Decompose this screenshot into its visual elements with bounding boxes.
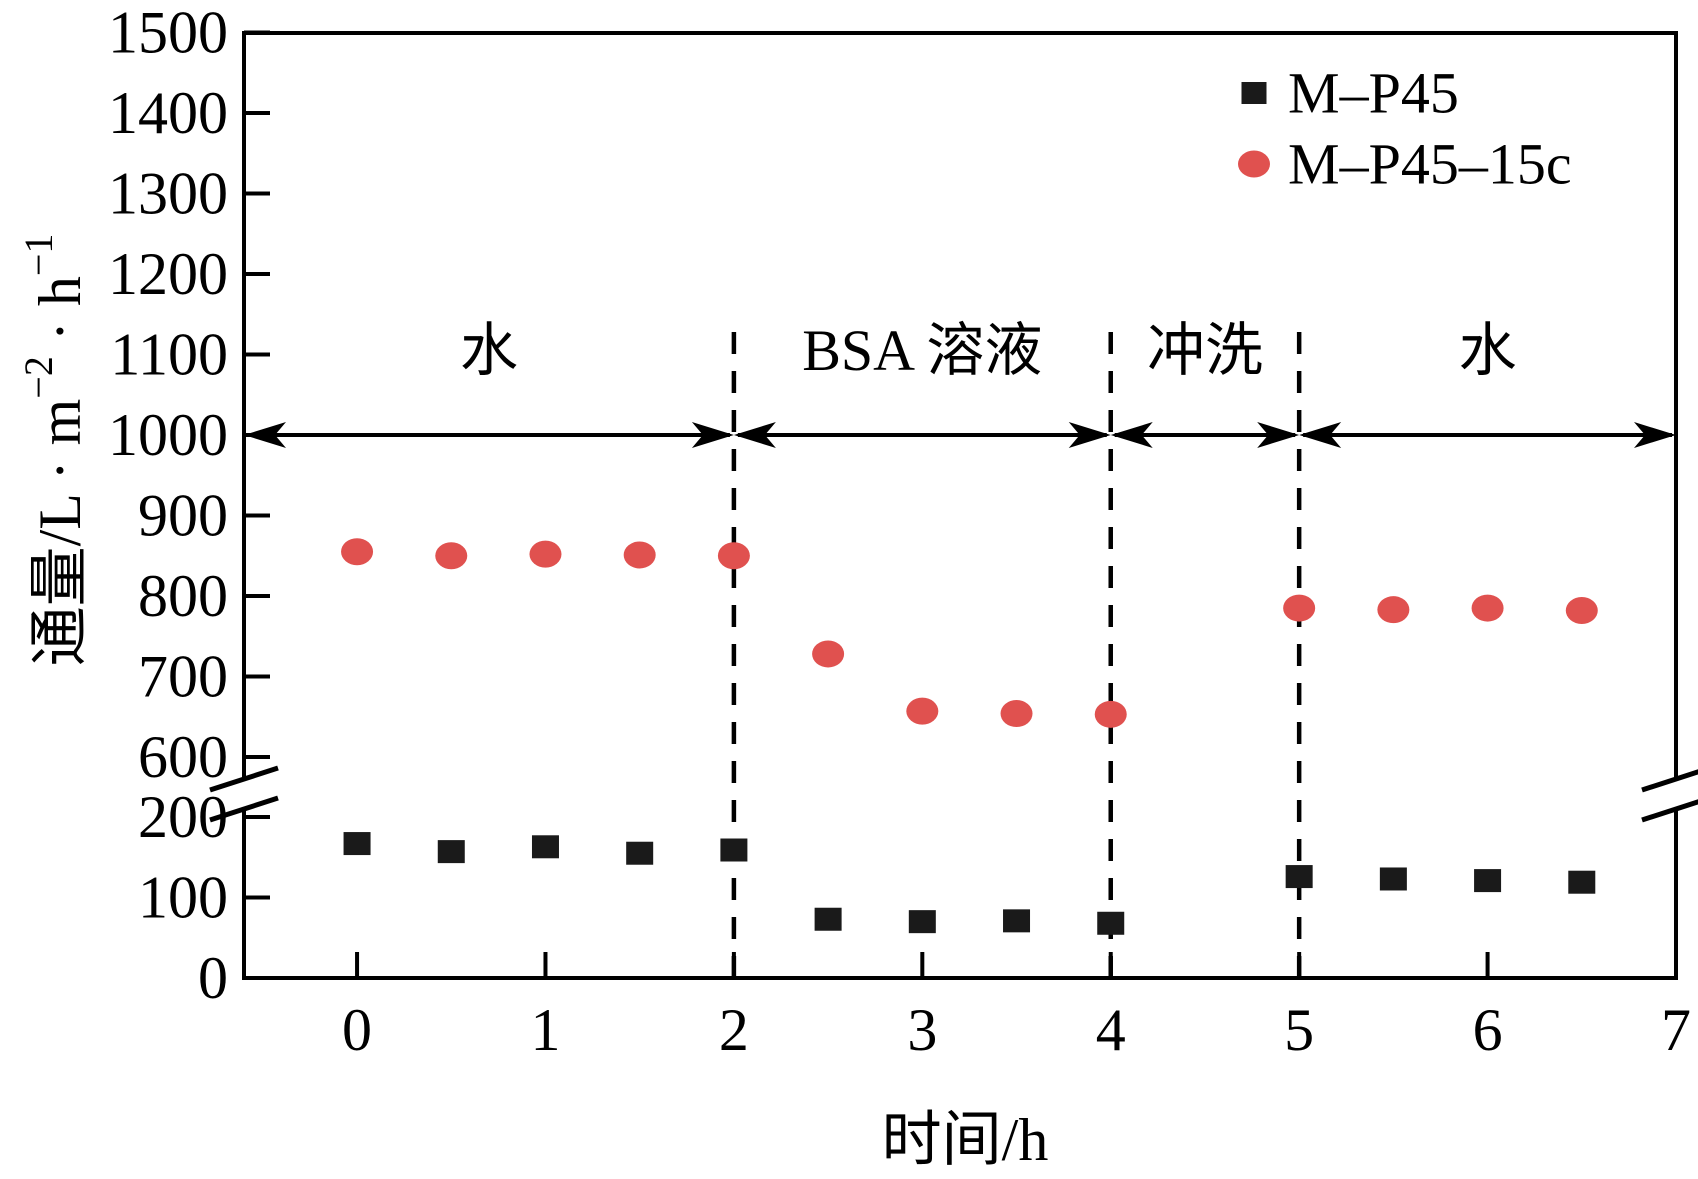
- phase-label: 水: [460, 318, 518, 383]
- legend-marker-square: [1241, 82, 1267, 104]
- y-tick-label: 1000: [108, 402, 228, 468]
- arrow-head: [1299, 422, 1342, 448]
- data-point-square: [1003, 909, 1031, 933]
- data-point-circle: [1000, 700, 1033, 728]
- data-point-square: [814, 907, 842, 931]
- y-tick-label: 1500: [108, 0, 228, 66]
- phase-label: 冲洗: [1147, 318, 1263, 383]
- data-point-circle: [812, 640, 845, 668]
- x-tick-label: 5: [1284, 997, 1314, 1063]
- y-tick-label: 1400: [108, 80, 228, 146]
- data-point-circle: [1565, 596, 1598, 624]
- axis-break-mask: [1642, 771, 1698, 820]
- y-tick-label: 700: [138, 644, 228, 710]
- y-tick-label: 600: [138, 724, 228, 790]
- data-point-circle: [435, 542, 468, 570]
- y-tick-label: 800: [138, 563, 228, 629]
- data-point-square: [531, 835, 559, 859]
- data-point-square: [437, 840, 465, 864]
- y-tick-label: 0: [198, 945, 228, 1011]
- y-tick-label: 900: [138, 483, 228, 549]
- arrow-head: [733, 422, 776, 448]
- axis-break-slash: [209, 765, 279, 793]
- arrow-head: [1634, 422, 1676, 448]
- x-tick-label: 4: [1096, 997, 1126, 1063]
- data-point-square: [343, 832, 371, 856]
- axis-break-slash: [1641, 799, 1698, 823]
- x-tick-label: 2: [719, 997, 749, 1063]
- arrow-head: [1110, 422, 1153, 448]
- data-point-circle: [1471, 594, 1504, 622]
- data-point-circle: [341, 538, 374, 566]
- arrow-head: [1068, 422, 1111, 448]
- plot-border: [242, 31, 1678, 980]
- axis-break-slash: [209, 795, 279, 823]
- data-point-square: [908, 910, 936, 934]
- x-tick-label: 6: [1473, 997, 1503, 1063]
- x-tick-label: 7: [1661, 997, 1691, 1063]
- data-point-square: [720, 838, 748, 862]
- data-point-circle: [1094, 700, 1127, 728]
- data-point-circle: [1377, 596, 1410, 624]
- data-point-circle: [1283, 594, 1316, 622]
- legend-marker-circle: [1238, 150, 1270, 178]
- phase-label: 水: [1459, 318, 1517, 383]
- data-point-square: [1568, 870, 1596, 894]
- data-point-square: [1379, 867, 1407, 891]
- data-point-square: [1474, 869, 1502, 893]
- data-point-circle: [717, 542, 750, 570]
- data-point-circle: [623, 541, 656, 569]
- data-point-square: [626, 841, 654, 865]
- x-tick-label: 1: [530, 997, 560, 1063]
- y-tick-label: 1100: [110, 322, 228, 388]
- data-point-square: [1097, 911, 1125, 935]
- y-tick-label: 1300: [108, 161, 228, 227]
- axis-break-mask: [210, 768, 278, 820]
- x-tick-label: 0: [342, 997, 372, 1063]
- y-tick-label: 100: [138, 865, 228, 931]
- phase-label: BSA 溶液: [802, 318, 1042, 383]
- legend-label: M–P45–15c: [1288, 132, 1572, 197]
- y-axis-title: 通量/L · m−2​ · h−1​: [16, 234, 94, 667]
- data-point-square: [1285, 865, 1313, 889]
- data-point-circle: [529, 540, 562, 568]
- arrow-head: [1257, 422, 1300, 448]
- arrow-head: [691, 422, 734, 448]
- x-tick-label: 3: [907, 997, 937, 1063]
- y-tick-label: 200: [138, 784, 228, 850]
- data-point-circle: [906, 697, 939, 725]
- x-axis-title: 时间/h: [882, 1107, 1049, 1173]
- legend-label: M–P45: [1288, 61, 1459, 126]
- y-tick-label: 1200: [108, 241, 228, 307]
- axis-break-slash: [1641, 769, 1698, 793]
